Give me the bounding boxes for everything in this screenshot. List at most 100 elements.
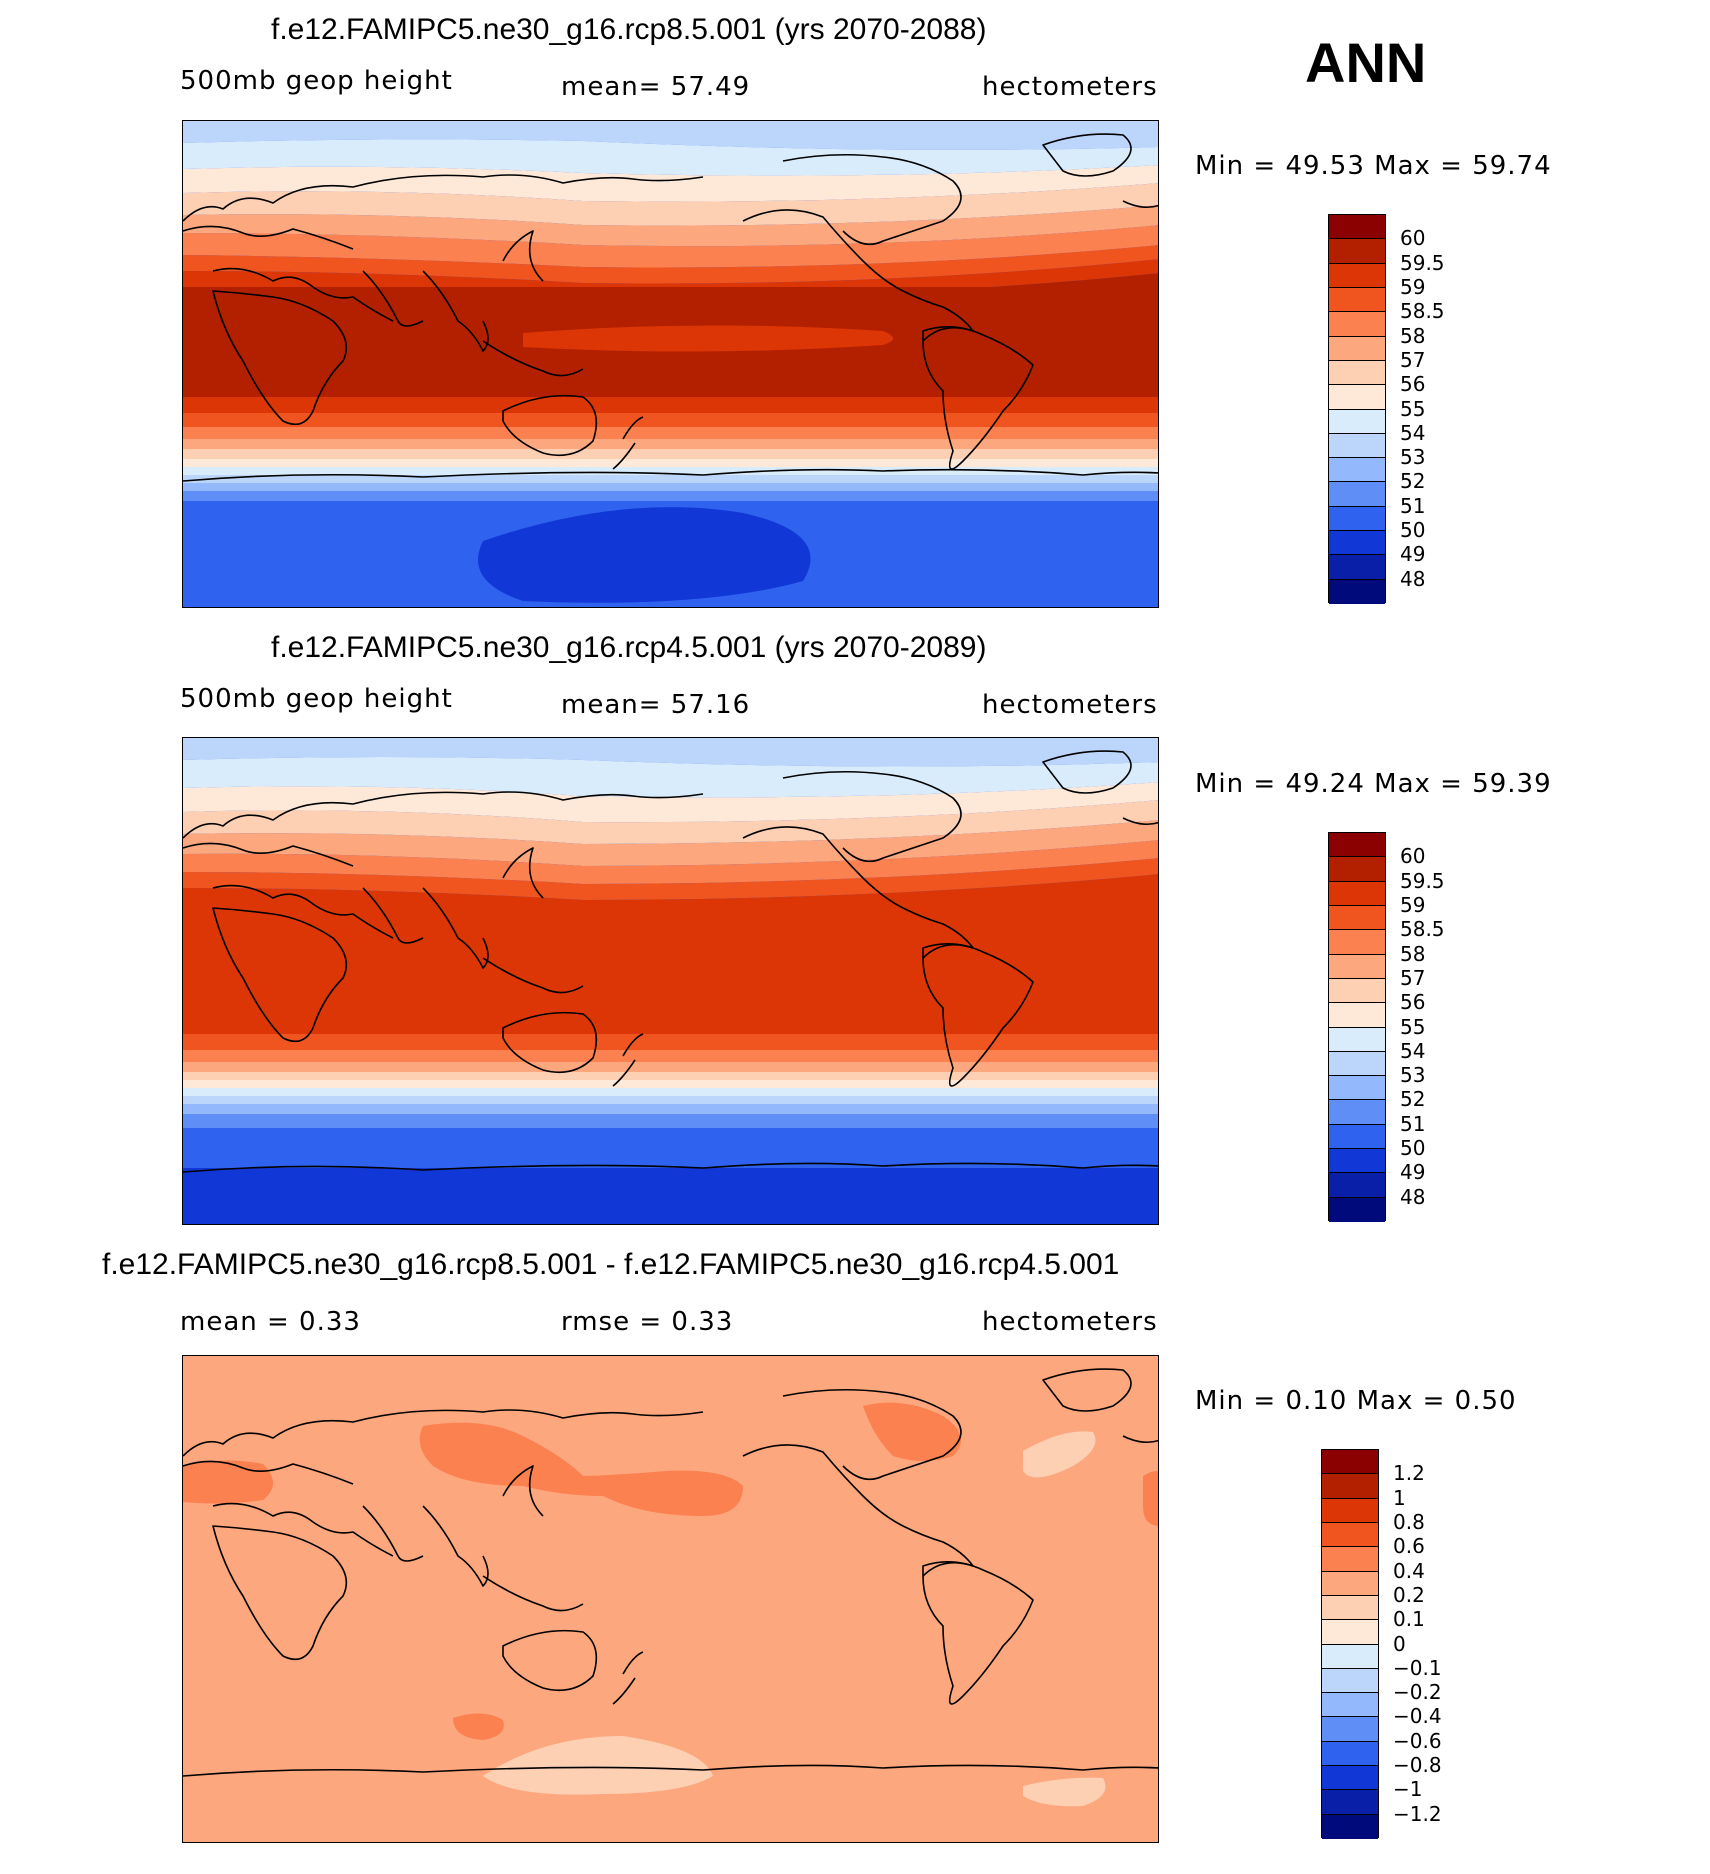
band-n-2 [183,139,1158,176]
colorbar-segment [1329,1051,1385,1077]
colorbar-segment [1329,482,1385,507]
diff-low-north-atlantic [1023,1431,1096,1478]
band-n-4 [183,800,1158,844]
colorbar-segment [1329,833,1385,858]
colorbar-segment [1322,1620,1378,1645]
colorbar-segment [1329,409,1385,434]
band-antarctic-core [478,507,811,603]
colorbar-segment [1322,1693,1378,1718]
colorbar-tick-label: −1.2 [1393,1801,1442,1826]
band-n-5 [183,205,1158,247]
colorbar-tick-label: 51 [1400,1111,1426,1136]
panel-1-minmax: Min = 49.53 Max = 59.74 [1195,151,1552,181]
colorbar-segment [1329,1173,1385,1198]
panel-2-minmax: Min = 49.24 Max = 59.39 [1195,769,1552,799]
band-s-9 [183,1114,1158,1128]
diff-high-europe [183,1460,273,1504]
colorbar-tick-label: 52 [1400,469,1426,494]
colorbar-tick-label: 57 [1400,965,1426,990]
colorbar-segment [1329,506,1385,532]
diff-high-canada [863,1402,961,1461]
colorbar-tick-label: 60 [1400,226,1426,251]
colorbar-segment [1322,1790,1378,1815]
colorbar-tick-label: 48 [1400,566,1426,591]
colorbar-segment [1329,1124,1385,1150]
band-s-10 [183,491,1158,501]
panel-2-variable-label: 500mb geop height [180,684,453,714]
diff-low-south-atlantic [1023,1777,1106,1807]
colorbar-segment [1329,239,1385,264]
band-pacific-cool [523,325,893,352]
band-n-4 [183,183,1158,226]
band-s-2 [183,413,1158,427]
panel-2-mean-label: mean= 57.16 [561,690,751,720]
band-s-8 [183,475,1158,483]
colorbar-segment [1329,336,1385,361]
panel-1-map [182,120,1159,608]
band-s-4 [183,1072,1158,1080]
colorbar-tick-label: 59 [1400,892,1426,917]
colorbar-segment [1329,555,1385,580]
colorbar-segment [1322,1766,1378,1791]
panel-1-mean-label: mean= 57.49 [561,72,751,102]
colorbar-segment [1322,1547,1378,1572]
colorbar-tick-label: −0.1 [1393,1655,1442,1680]
band-n-1 [183,121,1158,150]
colorbar-segment [1329,433,1385,459]
band-tropics-top-fill [183,273,1158,301]
panel-3-title: f.e12.FAMIPC5.ne30_g16.rcp8.5.001 - f.e1… [102,1248,1120,1281]
colorbar-segment [1322,1668,1378,1694]
colorbar-segment [1329,531,1385,556]
colorbar-tick-label: 55 [1400,396,1426,421]
colorbar-segment [1322,1522,1378,1548]
colorbar-tick-label: 54 [1400,420,1426,445]
panel-1-colorbar-box [1328,214,1386,604]
colorbar-segment [1329,954,1385,979]
colorbar-segment [1322,1717,1378,1742]
colorbar-tick-label: 50 [1400,518,1426,543]
colorbar-segment [1329,287,1385,313]
band-n-6 [183,840,1158,884]
panel-1-title: f.e12.FAMIPC5.ne30_g16.rcp8.5.001 (yrs 2… [271,13,987,46]
band-s-1 [183,1034,1158,1050]
diff-high-atlantic [1143,1471,1158,1526]
colorbar-tick-label: 54 [1400,1038,1426,1063]
panel-3-colorbar: 1.2 1 0.8 0.6 0.4 0.2 0.1 0 −0.1 −0.2 −0.4 −0.6 −0.8… [1321,1449,1442,1839]
colorbar-segment [1329,1149,1385,1174]
colorbar-tick-label: −0.8 [1393,1753,1442,1778]
colorbar-tick-label: 58.5 [1400,299,1445,324]
colorbar-tick-label: 50 [1400,1136,1426,1161]
band-s-8 [183,1104,1158,1114]
colorbar-tick-label: 49 [1400,1160,1426,1185]
colorbar-segment [1322,1498,1378,1523]
band-s-7 [183,1096,1158,1104]
colorbar-tick-label: 55 [1400,1014,1426,1039]
band-n-1 [183,738,1158,767]
colorbar-tick-label: 48 [1400,1184,1426,1209]
coastlines [183,1368,1158,1777]
panel-1-variable-label: 500mb geop height [180,66,453,96]
band-s-2 [183,1050,1158,1062]
panel-1-colorbar: 60 59.5 59 58.5 58 57 56 55 54 53 52 51 50 49 48 [1328,214,1445,604]
coastlines [183,133,1158,482]
season-label: ANN [1305,31,1427,94]
colorbar-tick-label: 49 [1400,542,1426,567]
colorbar-segment [1329,857,1385,882]
colorbar-segment [1322,1814,1378,1839]
panel-2-colorbar-box [1328,832,1386,1222]
band-s-7 [183,467,1158,475]
panel-2-colorbar: 60 59.5 59 58.5 58 57 56 55 54 53 52 51 50 49 48 [1328,832,1445,1222]
colorbar-tick-label: 1.2 [1393,1461,1425,1486]
colorbar-segment [1322,1474,1378,1499]
colorbar-segment [1329,1003,1385,1028]
colorbar-tick-label: 0.6 [1393,1534,1425,1559]
colorbar-tick-label: 59.5 [1400,250,1445,275]
colorbar-segment [1329,579,1385,604]
colorbar-segment [1329,1197,1385,1222]
colorbar-tick-label: 53 [1400,445,1426,470]
panel-3-minmax: Min = 0.10 Max = 0.50 [1195,1386,1517,1416]
panel-2-units-label: hectometers [982,690,1158,720]
colorbar-tick-label: 57 [1400,347,1426,372]
band-s-6 [183,459,1158,467]
colorbar-segment [1322,1741,1378,1767]
